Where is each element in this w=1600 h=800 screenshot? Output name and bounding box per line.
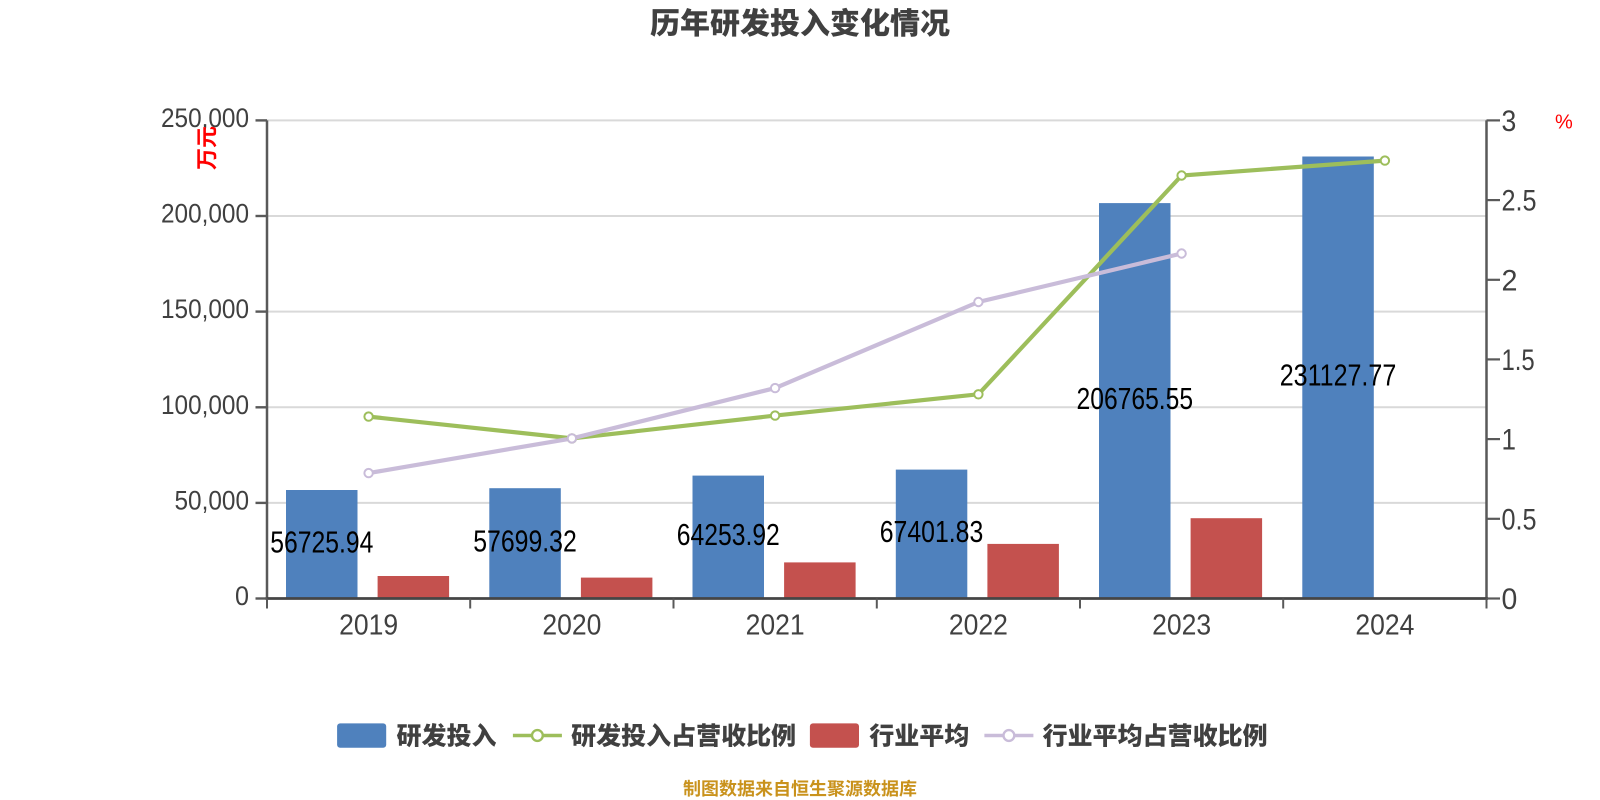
svg-text:1.5: 1.5 xyxy=(1502,344,1535,377)
svg-text:2021: 2021 xyxy=(746,610,805,642)
svg-text:0: 0 xyxy=(235,581,249,611)
svg-text:67401.83: 67401.83 xyxy=(880,515,984,549)
svg-text:0: 0 xyxy=(1502,583,1518,616)
svg-text:206765.55: 206765.55 xyxy=(1077,382,1194,416)
svg-text:3: 3 xyxy=(1502,105,1517,138)
svg-text:2.5: 2.5 xyxy=(1502,185,1537,218)
svg-text:2: 2 xyxy=(1502,264,1518,297)
svg-text:0.5: 0.5 xyxy=(1502,503,1537,536)
svg-text:2022: 2022 xyxy=(949,610,1008,642)
svg-text:2023: 2023 xyxy=(1152,610,1211,642)
svg-text:2020: 2020 xyxy=(542,610,601,642)
svg-text:64253.92: 64253.92 xyxy=(677,518,780,552)
svg-text:1: 1 xyxy=(1502,424,1517,457)
svg-text:150,000: 150,000 xyxy=(161,294,249,324)
svg-text:2019: 2019 xyxy=(339,610,398,642)
svg-text:2024: 2024 xyxy=(1355,610,1414,642)
svg-text:56725.94: 56725.94 xyxy=(270,525,373,559)
svg-text:231127.77: 231127.77 xyxy=(1280,359,1397,393)
svg-text:50,000: 50,000 xyxy=(175,485,250,515)
svg-text:200,000: 200,000 xyxy=(161,199,249,229)
svg-text:%: % xyxy=(1555,112,1573,134)
svg-text:57699.32: 57699.32 xyxy=(473,524,577,558)
svg-text:100,000: 100,000 xyxy=(161,390,249,420)
